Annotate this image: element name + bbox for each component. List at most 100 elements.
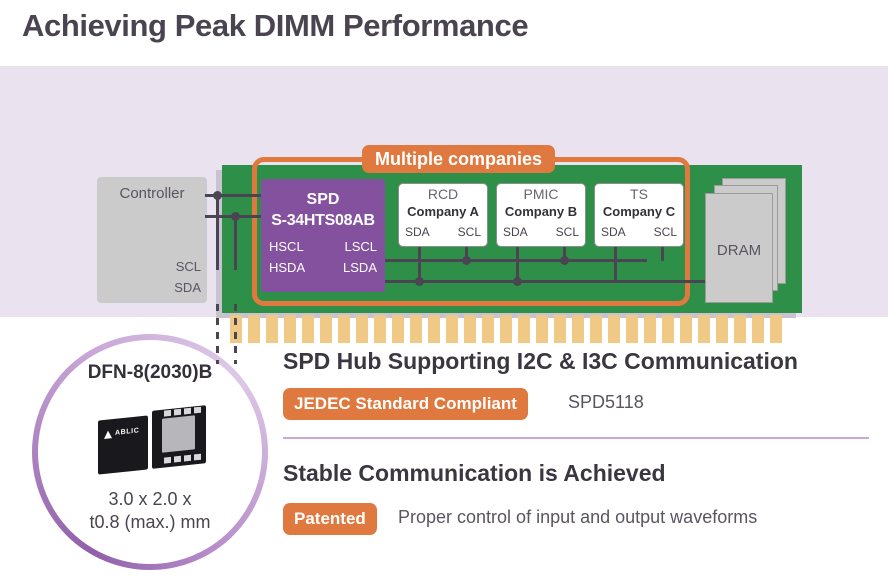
gold-finger	[734, 315, 746, 343]
controller-pin-scl: SCL	[175, 259, 201, 274]
package-pin	[164, 456, 171, 464]
gold-finger	[554, 315, 566, 343]
gold-finger	[374, 315, 386, 343]
gold-finger	[248, 315, 260, 343]
chip1-sda-lead	[418, 245, 421, 282]
spd-hub-block: SPD S-34HTS08AB HSCL HSDA LSCL LSDA	[261, 179, 385, 292]
gold-finger	[302, 315, 314, 343]
dram-label: DRAM	[716, 242, 762, 259]
gold-finger	[284, 315, 296, 343]
package-pin	[184, 407, 191, 415]
feature-2-badge: Patented	[283, 503, 377, 535]
diagram-panel: Controller SCL SDA Multiple companies SP…	[0, 66, 888, 364]
dram-stack: DRAM	[700, 178, 790, 304]
host-sda-dashed	[234, 304, 237, 364]
junction-dot	[462, 256, 471, 265]
gold-finger	[752, 315, 764, 343]
package-pin	[194, 453, 201, 461]
gold-finger	[680, 315, 692, 343]
triangle-icon	[104, 429, 112, 439]
package-bottom-view	[152, 405, 206, 469]
gold-finger	[590, 315, 602, 343]
junction-dot	[213, 191, 222, 200]
chip2-sda-lead	[516, 245, 519, 282]
chip-pin-scl: SCL	[653, 225, 677, 239]
chip-pin-scl: SCL	[457, 225, 481, 239]
chip-company-label: Company C	[602, 204, 676, 219]
package-photo: ABLIC	[90, 402, 214, 475]
package-dimensions: 3.0 x 2.0 x t0.8 (max.) mm	[38, 488, 262, 533]
chip-ts: TS Company C SDA SCL	[594, 183, 684, 247]
gold-finger	[536, 315, 548, 343]
gold-finger	[356, 315, 368, 343]
chip-rcd: RCD Company A SDA SCL	[398, 183, 488, 247]
spd-pin-hscl: HSCL	[269, 239, 304, 254]
feature-1-heading: SPD Hub Supporting I2C & I3C Communicati…	[283, 348, 798, 374]
chip-type-label: PMIC	[523, 186, 559, 202]
gold-finger	[770, 315, 782, 343]
package-pin	[164, 409, 171, 417]
multiple-companies-badge: Multiple companies	[362, 145, 556, 173]
package-circle: DFN-8(2030)B ABLIC	[32, 334, 268, 570]
package-dimensions-line1: 3.0 x 2.0 x	[108, 489, 192, 509]
thermal-pad	[162, 415, 195, 453]
gold-finger	[716, 315, 728, 343]
spd-pin-lsda: LSDA	[343, 260, 377, 275]
chip-pin-row: SDA SCL	[497, 225, 585, 239]
chip-company-label: Company A	[407, 204, 479, 219]
gold-finger	[446, 315, 458, 343]
gold-finger	[518, 315, 530, 343]
package-pin	[194, 406, 201, 414]
chip-company-label: Company B	[504, 204, 578, 219]
gold-finger	[644, 315, 656, 343]
section-divider	[283, 437, 869, 439]
host-scl-dashed	[216, 304, 219, 364]
spd-part-number: S-34HTS08AB	[271, 212, 375, 229]
package-pin	[174, 455, 181, 463]
feature-1-badge: JEDEC Standard Compliant	[283, 388, 528, 420]
spd-title: SPD	[306, 191, 340, 208]
gold-finger	[500, 315, 512, 343]
pcb-gold-fingers	[230, 315, 802, 343]
gold-finger	[338, 315, 350, 343]
package-pin	[174, 408, 181, 416]
gold-finger	[410, 315, 422, 343]
chip-pmic: PMIC Company B SDA SCL	[496, 183, 586, 247]
gold-finger	[662, 315, 674, 343]
chip-pin-sda: SDA	[405, 225, 430, 239]
spd-pin-lscl: LSCL	[344, 239, 377, 254]
gold-finger	[320, 315, 332, 343]
host-scl-wire	[205, 194, 267, 197]
gold-finger	[626, 315, 638, 343]
chip-pin-scl: SCL	[555, 225, 579, 239]
chip-type-label: TS	[630, 186, 648, 202]
chip1-scl-lead	[465, 245, 468, 261]
junction-dot	[513, 277, 522, 286]
ablic-logo: ABLIC	[104, 426, 144, 439]
chip3-scl-lead	[661, 245, 664, 261]
host-scl-stub	[216, 194, 219, 270]
gold-finger	[698, 315, 710, 343]
feature-2-heading: Stable Communication is Achieved	[283, 460, 666, 486]
gold-finger	[482, 315, 494, 343]
gold-finger	[572, 315, 584, 343]
feature-2-note: Proper control of input and output wavef…	[398, 507, 758, 527]
controller-label: Controller	[119, 185, 185, 202]
chip-pin-sda: SDA	[503, 225, 528, 239]
chip-pin-sda: SDA	[601, 225, 626, 239]
package-top-view: ABLIC	[98, 415, 148, 475]
package-circle-inner: DFN-8(2030)B ABLIC	[38, 340, 262, 564]
host-sda-stub	[234, 215, 237, 270]
chip-pin-row: SDA SCL	[595, 225, 683, 239]
controller-pin-sda: SDA	[174, 280, 201, 295]
chip2-scl-lead	[563, 245, 566, 261]
package-name: DFN-8(2030)B	[87, 362, 213, 383]
gold-finger	[428, 315, 440, 343]
junction-dot	[231, 212, 240, 221]
gold-finger	[464, 315, 476, 343]
feature-1-note: SPD5118	[568, 392, 644, 412]
junction-dot	[560, 256, 569, 265]
gold-finger	[266, 315, 278, 343]
local-sda-bus	[385, 280, 705, 283]
